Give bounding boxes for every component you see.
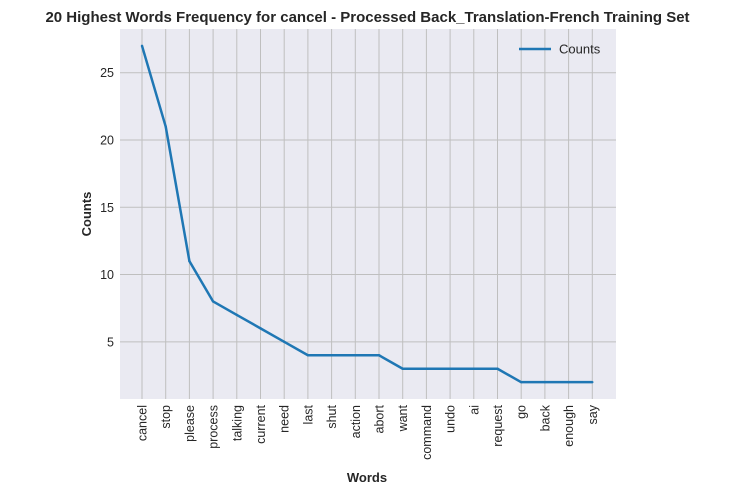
data-point — [377, 354, 381, 357]
y-tick-labels: 5 10 15 20 25 — [100, 66, 114, 349]
plot-area — [120, 29, 616, 399]
data-point — [425, 367, 428, 370]
data-point — [401, 367, 404, 370]
grid-lines — [120, 29, 616, 399]
x-tick-label: action — [349, 405, 363, 438]
x-tick-label: process — [207, 405, 221, 449]
x-tick-labels: cancel stop please process talking current nee… — [136, 404, 600, 460]
y-tick-label: 5 — [107, 335, 114, 349]
x-tick-label: request — [491, 404, 505, 446]
data-point — [164, 125, 167, 128]
data-point — [188, 259, 191, 263]
series-layer — [140, 44, 594, 384]
chart-title: 20 Highest Words Frequency for cancel - … — [45, 9, 689, 26]
x-tick-label: stop — [159, 405, 173, 429]
y-tick-label: 20 — [100, 134, 114, 148]
data-point — [591, 380, 594, 384]
legend: Counts — [519, 42, 601, 57]
x-tick-label: need — [278, 405, 292, 433]
x-tick-label: enough — [562, 405, 576, 447]
x-tick-label: command — [420, 405, 434, 460]
data-point — [472, 367, 475, 370]
x-tick-label: ai — [467, 405, 481, 415]
x-tick-label: cancel — [136, 405, 150, 441]
x-tick-label: undo — [444, 405, 458, 433]
series-line-counts — [140, 45, 593, 384]
data-point — [448, 367, 452, 370]
data-point — [306, 354, 310, 357]
y-tick-label: 25 — [100, 66, 114, 80]
data-point — [567, 380, 570, 384]
x-tick-label: talking — [230, 405, 244, 441]
x-tick-label: go — [515, 405, 529, 419]
x-tick-label: last — [301, 404, 315, 424]
data-point — [140, 44, 144, 48]
data-point — [543, 380, 547, 384]
x-axis-label: Words — [347, 470, 387, 485]
y-axis-label: Counts — [79, 192, 94, 237]
x-tick-label: current — [254, 404, 268, 443]
x-tick-label: abort — [373, 404, 387, 433]
y-tick-label: 15 — [100, 201, 114, 215]
x-tick-label: please — [183, 405, 197, 442]
x-tick-label: say — [586, 404, 600, 424]
x-tick-label: back — [538, 404, 552, 431]
y-tick-label: 10 — [100, 268, 114, 282]
legend-label-counts: Counts — [559, 42, 601, 57]
data-point — [235, 313, 238, 317]
data-point — [520, 380, 523, 384]
data-point — [354, 354, 357, 357]
x-tick-label: shut — [325, 404, 339, 428]
data-point — [496, 367, 499, 370]
data-point — [259, 327, 262, 330]
data-point — [211, 300, 215, 303]
data-point — [330, 354, 333, 357]
x-tick-label: want — [396, 404, 410, 432]
data-point — [283, 340, 286, 344]
